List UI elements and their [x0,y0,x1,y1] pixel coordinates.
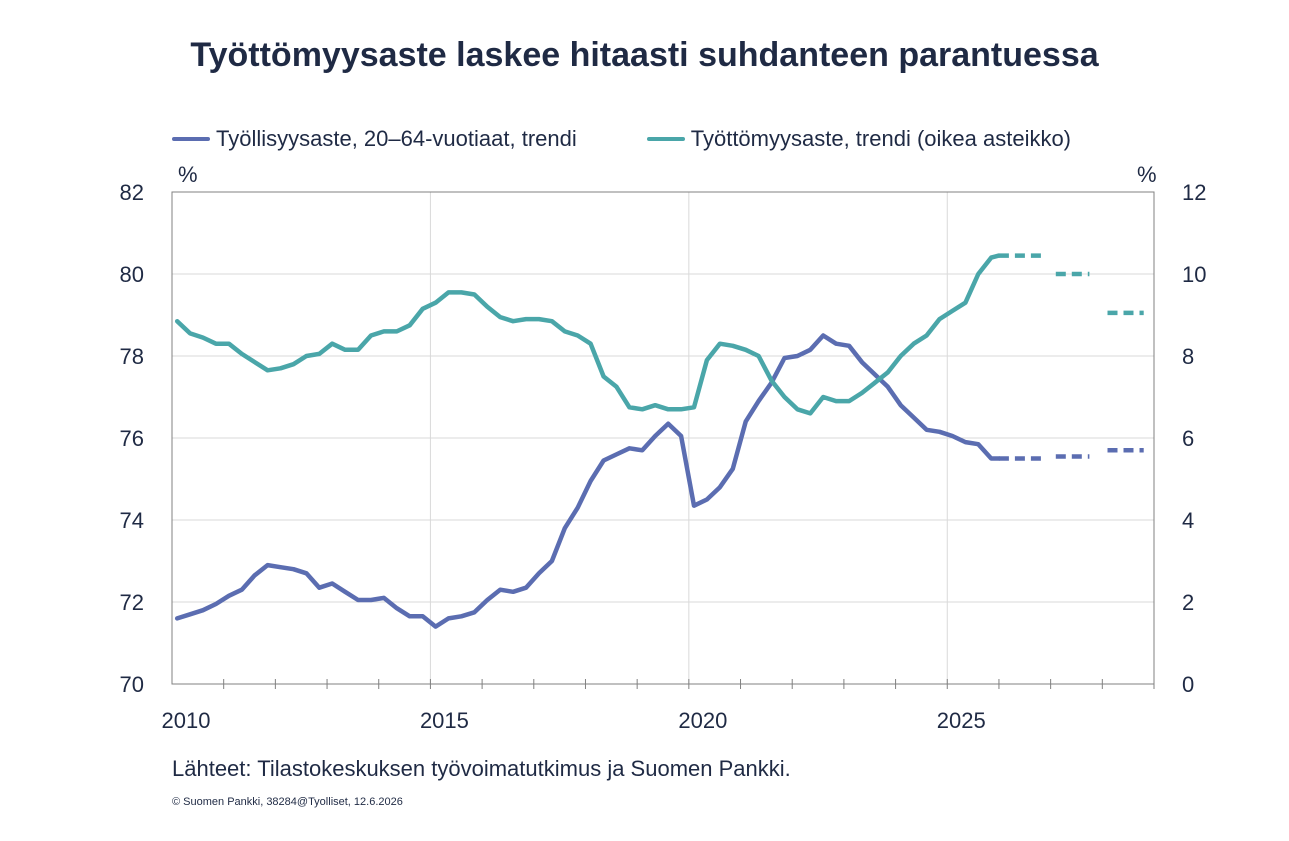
x-tick-label: 2020 [678,708,727,733]
right-y-tick-label: 0 [1182,672,1194,697]
left-y-tick-label: 82 [120,180,144,205]
plot-frame [171,191,1155,685]
right-y-tick-label: 10 [1182,262,1206,287]
legend-label-unemployment-rate: Työttömyysaste, trendi (oikea asteikko) [690,126,1072,151]
right-y-tick-label: 2 [1182,590,1194,615]
x-tick-label: 2025 [937,708,986,733]
left-y-tick-label: 74 [120,508,144,533]
left-y-tick-label: 76 [120,426,144,451]
copyright-note: © Suomen Pankki, 38284@Tyolliset, 12.6.2… [172,796,403,808]
left-y-tick-label: 70 [120,672,144,697]
source-note: Lähteet: Tilastokeskuksen työvoimatutkim… [172,756,791,781]
left-y-tick-label: 80 [120,262,144,287]
legend-item-employment-rate: Työllisyysaste, 20–64-vuotiaat, trendi [172,126,577,152]
x-tick-label: 2010 [162,708,211,733]
right-y-tick-label: 8 [1182,344,1194,369]
legend-swatch-employment-rate [172,137,210,141]
chart-title: Työttömyysaste laskee hitaasti suhdantee… [190,36,1099,74]
left-axis-unit: % [178,162,198,187]
left-y-tick-label: 72 [120,590,144,615]
legend-swatch-unemployment-rate [646,137,685,141]
legend-item-unemployment-rate: Työttömyysaste, trendi (oikea asteikko) [646,126,1072,152]
x-tick-label: 2015 [420,708,469,733]
series-line-0 [174,333,1002,629]
legend: Työllisyysaste, 20–64-vuotiaat, trendi T… [172,126,1071,152]
right-y-tick-label: 6 [1182,426,1194,451]
right-axis-unit: % [1137,162,1157,187]
right-y-tick-label: 4 [1182,508,1194,533]
right-y-tick-label: 12 [1182,180,1206,205]
legend-label-employment-rate: Työllisyysaste, 20–64-vuotiaat, trendi [216,126,577,151]
series-line-1 [174,253,1002,416]
left-y-tick-label: 78 [120,344,144,369]
